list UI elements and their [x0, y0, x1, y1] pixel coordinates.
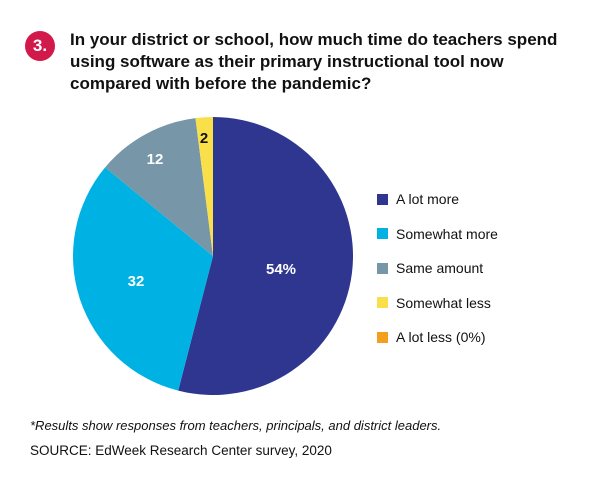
pie-slice-same-amount [105, 118, 213, 256]
legend-item-a-lot-more: A lot more [377, 182, 498, 217]
pie-slice-somewhat-more [73, 167, 214, 391]
slice-label-same-amount: 12 [147, 151, 164, 168]
chart-legend: A lot more Somewhat more Same amount Somewh… [377, 182, 498, 355]
legend-label-a-lot-less-0: A lot less (0%) [396, 329, 486, 346]
slice-label-a-lot-more: 54% [266, 261, 296, 278]
slice-label-somewhat-less: 2 [200, 130, 208, 147]
pie-slice-a-lot-more [178, 117, 354, 395]
legend-label-same-amount: Same amount [396, 260, 484, 277]
legend-item-same-amount: Same amount [377, 251, 498, 286]
chart-title: In your district or school, how much tim… [70, 30, 558, 93]
source-note: SOURCE: EdWeek Research Center survey, 2… [30, 443, 332, 458]
legend-swatch-somewhat-more [377, 228, 388, 240]
legend-swatch-a-lot-less-0 [377, 331, 388, 343]
pie-slice-somewhat-less [195, 117, 213, 256]
legend-swatch-a-lot-more [377, 193, 388, 205]
legend-label-a-lot-more: A lot more [396, 191, 460, 208]
legend-label-somewhat-more: Somewhat more [396, 225, 498, 242]
question-number-badge: 3. [25, 31, 55, 61]
legend-label-somewhat-less: Somewhat less [396, 294, 491, 311]
legend-item-a-lot-less-0: A lot less (0%) [377, 320, 498, 355]
legend-item-somewhat-more: Somewhat more [377, 217, 498, 252]
legend-swatch-same-amount [377, 262, 388, 274]
legend-item-somewhat-less: Somewhat less [377, 286, 498, 321]
legend-swatch-somewhat-less [377, 297, 388, 309]
footnote: *Results show responses from teachers, p… [30, 418, 442, 433]
slice-label-somewhat-more: 32 [128, 273, 145, 290]
